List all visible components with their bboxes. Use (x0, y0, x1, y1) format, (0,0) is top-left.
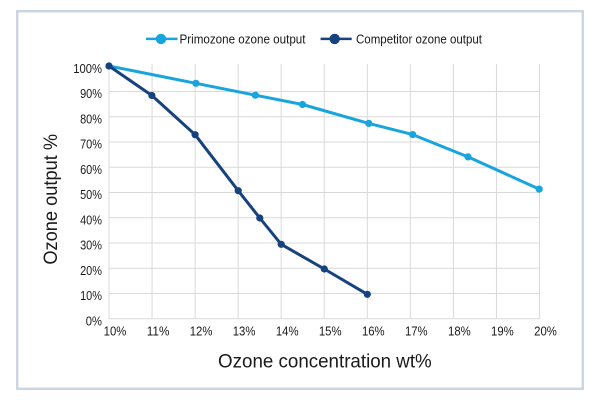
svg-text:Primozone ozone output: Primozone ozone output (180, 32, 306, 46)
svg-text:10%: 10% (104, 324, 127, 339)
svg-text:11%: 11% (147, 324, 170, 339)
svg-text:30%: 30% (80, 238, 102, 253)
svg-text:20%: 20% (534, 324, 557, 339)
svg-text:19%: 19% (491, 324, 514, 339)
svg-text:Ozone concentration wt%: Ozone concentration wt% (218, 351, 432, 372)
svg-text:90%: 90% (80, 86, 102, 101)
svg-text:40%: 40% (80, 212, 102, 227)
svg-text:14%: 14% (276, 324, 299, 339)
svg-text:100%: 100% (73, 61, 102, 76)
svg-text:10%: 10% (80, 288, 102, 303)
svg-text:Ozone output %: Ozone output % (41, 134, 62, 265)
svg-text:60%: 60% (80, 162, 102, 177)
svg-text:70%: 70% (80, 137, 102, 152)
svg-text:12%: 12% (190, 324, 213, 339)
svg-text:80%: 80% (80, 112, 102, 127)
svg-text:Competitor ozone output: Competitor ozone output (356, 32, 482, 46)
svg-text:16%: 16% (362, 324, 385, 339)
svg-text:13%: 13% (233, 324, 256, 339)
svg-text:20%: 20% (80, 263, 102, 278)
svg-text:15%: 15% (319, 324, 342, 339)
svg-text:17%: 17% (405, 324, 428, 339)
svg-text:50%: 50% (80, 187, 102, 202)
svg-text:0%: 0% (86, 313, 103, 328)
svg-text:18%: 18% (448, 324, 471, 339)
